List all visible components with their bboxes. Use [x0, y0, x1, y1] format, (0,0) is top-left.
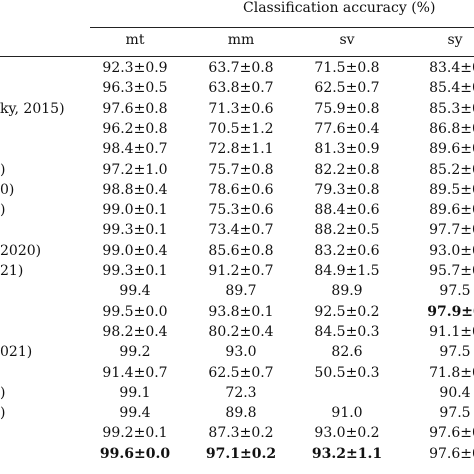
table-cell-mm: 73.4±0.7	[208, 222, 274, 239]
table-cell-mt: 96.3±0.5	[102, 80, 168, 97]
table-cell-sy: 97.6±0	[429, 425, 474, 442]
row-label: )	[0, 405, 6, 422]
header-rule	[0, 56, 474, 57]
table-cell-sy: 97.9±0	[427, 303, 474, 320]
table-cell-sy: 97.5	[439, 344, 471, 361]
table-cell-mt: 96.2±0.8	[102, 120, 168, 137]
table-cell-sy: 97.7±0	[429, 222, 474, 239]
table-cell-sv: 71.5±0.8	[314, 60, 380, 76]
table-cell-sv: 50.5±0.3	[314, 364, 380, 381]
table-cell-mt: 99.3±0.1	[102, 222, 168, 239]
table-cell-sv: 77.6±0.4	[314, 120, 380, 137]
group-title-rule	[90, 27, 474, 28]
table-cell-mt: 98.8±0.4	[102, 181, 168, 198]
table-cell-mt: 99.0±0.1	[102, 202, 168, 219]
table-cell-sv: 84.9±1.5	[314, 263, 380, 279]
row-label: ky, 2015)	[0, 100, 65, 117]
table-cell-mt: 98.4±0.7	[102, 141, 168, 158]
table-cell-mm: 97.1±0.2	[205, 445, 277, 462]
table-cell-mt: 99.2±0.1	[102, 425, 168, 442]
table-cell-sy: 89.6±0	[429, 202, 474, 219]
table-cell-mt: 99.0±0.4	[102, 242, 168, 259]
table-cell-mm: 72.8±1.1	[208, 141, 274, 158]
table-cell-mm: 70.5±1.2	[208, 120, 274, 137]
table-cell-sy: 83.4±0	[429, 60, 474, 76]
table-cell-sy: 90.4	[439, 384, 471, 401]
table-cell-mm: 87.3±0.2	[208, 425, 274, 442]
table-cell-mt: 99.4	[119, 405, 151, 422]
row-label: )	[0, 202, 6, 219]
table-cell-sv: 79.3±0.8	[314, 181, 380, 198]
table-cell-mm: 89.8	[225, 405, 257, 422]
table-cell-sv: 88.4±0.6	[314, 202, 380, 219]
table-cell-sv: 89.9	[331, 283, 363, 300]
table-cell-mt: 91.4±0.7	[102, 364, 168, 381]
table-cell-sy: 95.7±0	[429, 263, 474, 279]
table-cell-sy: 89.5±0	[429, 181, 474, 198]
table-group-title: Classification accuracy (%)	[243, 0, 436, 16]
row-label: 021)	[0, 344, 33, 361]
table-cell-sv: 83.2±0.6	[314, 242, 380, 259]
table-cell-mt: 99.6±0.0	[99, 445, 171, 462]
table-cell-sy: 97.6±0	[429, 445, 474, 462]
table-cell-mm: 93.0	[225, 344, 257, 361]
table-cell-sv: 93.0±0.2	[314, 425, 380, 442]
column-header-sv: sv	[339, 32, 355, 48]
table-cell-mm: 80.2±0.4	[208, 323, 274, 340]
row-label: 0)	[0, 181, 15, 198]
table-cell-mt: 99.3±0.1	[102, 263, 168, 279]
table-cell-mt: 97.6±0.8	[102, 100, 168, 117]
table-cell-mt: 99.4	[119, 283, 151, 300]
table-cell-mm: 85.6±0.8	[208, 242, 274, 259]
table-cell-mm: 72.3	[225, 384, 257, 401]
table-cell-sy: 85.4±0	[429, 80, 474, 97]
column-header-sy: sy	[447, 32, 463, 48]
table-cell-sv: 92.5±0.2	[314, 303, 380, 320]
table-cell-sy: 97.5	[439, 405, 471, 422]
table-cell-mm: 71.3±0.6	[208, 100, 274, 117]
row-label: )	[0, 161, 6, 178]
table-cell-sy: 71.8±0	[429, 364, 474, 381]
table-cell-sy: 91.1±0	[429, 323, 474, 340]
table-cell-sv: 82.2±0.8	[314, 161, 380, 178]
table-cell-sv: 93.2±1.1	[311, 445, 383, 462]
table-cell-mm: 93.8±0.1	[208, 303, 274, 320]
table-cell-mm: 75.3±0.6	[208, 202, 274, 219]
column-header-mt: mt	[125, 32, 145, 48]
table-cell-sv: 62.5±0.7	[314, 80, 380, 97]
table-cell-sy: 85.2±0	[429, 161, 474, 178]
table-cell-mm: 78.6±0.6	[208, 181, 274, 198]
table-cell-mt: 92.3±0.9	[102, 60, 168, 76]
row-label: 2020)	[0, 242, 42, 259]
table-cell-sv: 88.2±0.5	[314, 222, 380, 239]
table-cell-sv: 84.5±0.3	[314, 323, 380, 340]
table-cell-sv: 75.9±0.8	[314, 100, 380, 117]
table-cell-sv: 81.3±0.9	[314, 141, 380, 158]
table-cell-sv: 91.0	[331, 405, 363, 422]
table-cell-sv: 82.6	[331, 344, 363, 361]
table-cell-mm: 89.7	[225, 283, 257, 300]
table-cell-sy: 85.3±0	[429, 100, 474, 117]
table-cell-mt: 99.5±0.0	[102, 303, 168, 320]
row-label: )	[0, 384, 6, 401]
table-cell-mt: 99.2	[119, 344, 151, 361]
table-cell-mt: 97.2±1.0	[102, 161, 168, 178]
table-cell-sy: 86.8±0	[429, 120, 474, 137]
row-label: 21)	[0, 263, 24, 279]
table-cell-mm: 63.7±0.8	[208, 60, 274, 76]
table-cell-mm: 75.7±0.8	[208, 161, 274, 178]
table-cell-mm: 62.5±0.7	[208, 364, 274, 381]
table-cell-mm: 63.8±0.7	[208, 80, 274, 97]
table-cell-mt: 99.1	[119, 384, 151, 401]
table-cell-mt: 98.2±0.4	[102, 323, 168, 340]
table-cell-sy: 89.6±0	[429, 141, 474, 158]
table-cell-sy: 93.0±0	[429, 242, 474, 259]
table-cell-mm: 91.2±0.7	[208, 263, 274, 279]
table-cell-sy: 97.5	[439, 283, 471, 300]
column-header-mm: mm	[227, 32, 255, 48]
